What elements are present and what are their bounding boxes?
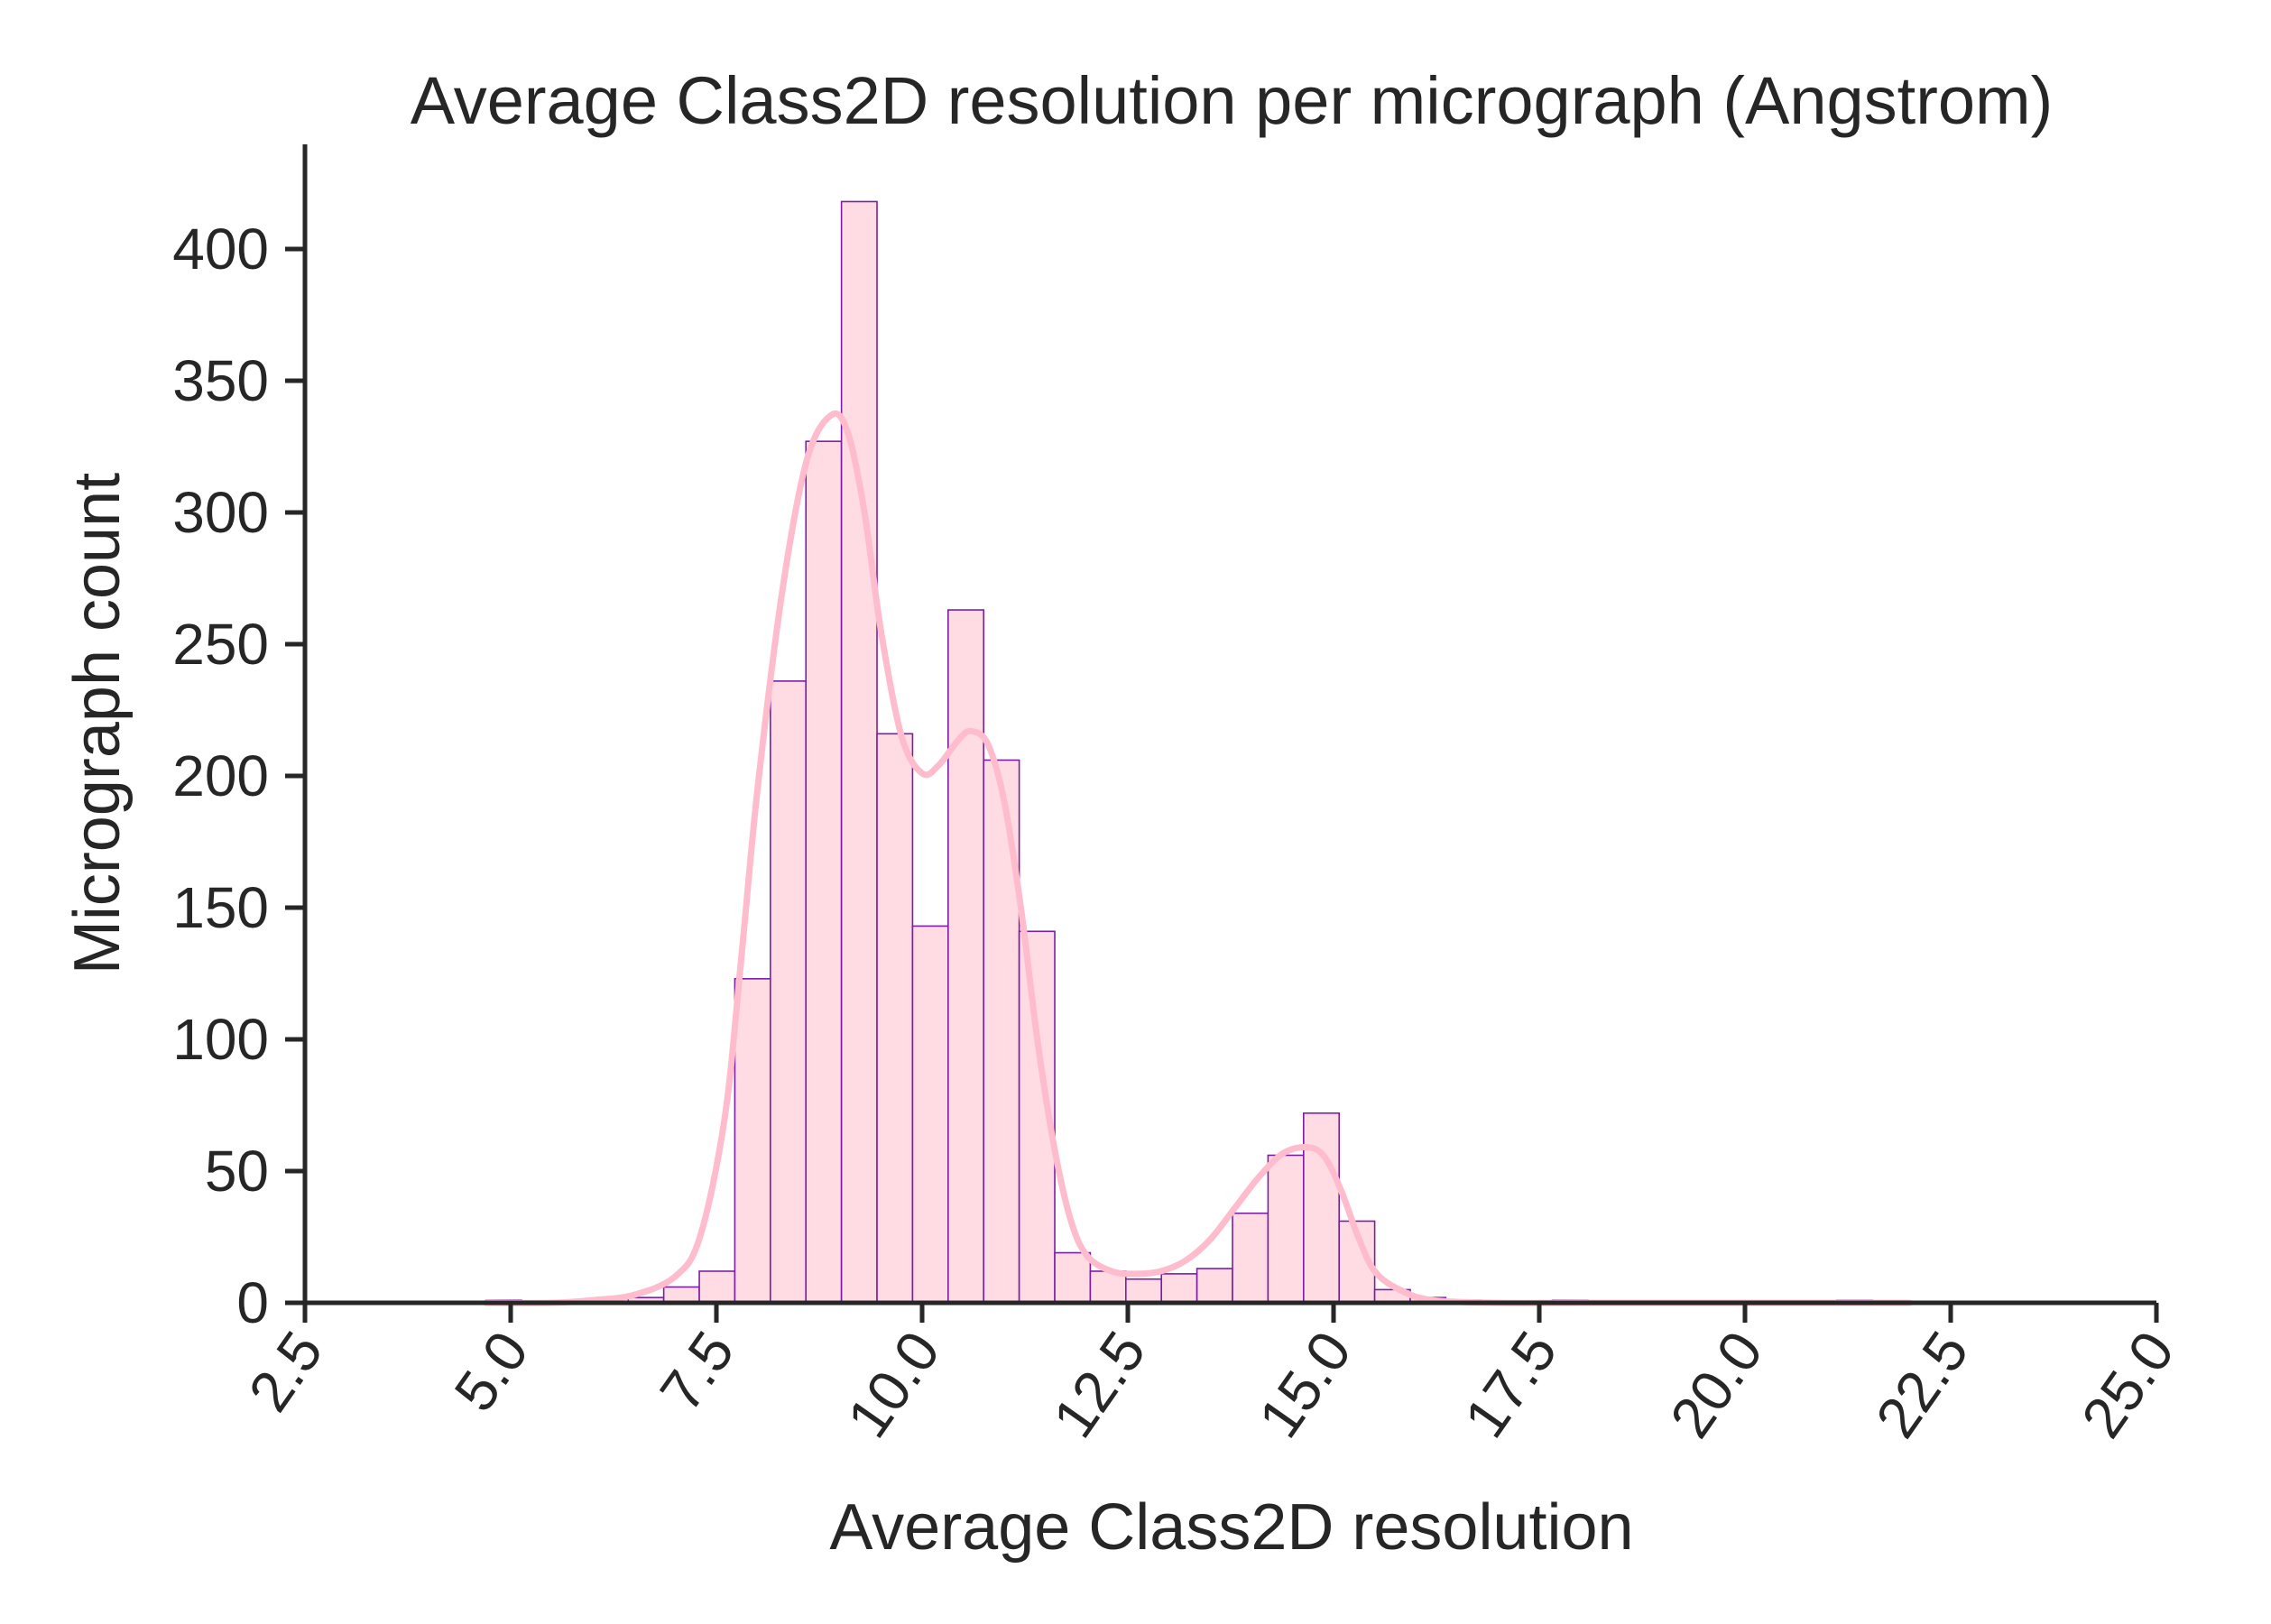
histogram-bar: [947, 609, 985, 1304]
histogram-bar: [1054, 1251, 1092, 1304]
histogram-bar: [698, 1270, 736, 1304]
y-tick-label: 250: [172, 612, 269, 677]
y-tick-label: 150: [172, 875, 269, 940]
histogram-bar: [1303, 1112, 1341, 1304]
chart-title: Average Class2D resolution per micrograp…: [411, 63, 2054, 138]
histogram-bar: [734, 978, 771, 1304]
y-tick-label: 300: [172, 480, 269, 545]
histogram-bar: [662, 1286, 700, 1304]
histogram-bar: [1196, 1268, 1233, 1304]
y-ticks-layer: 0 50 100 150 200 250 300 350 400: [172, 217, 305, 1335]
histogram-bar: [876, 733, 914, 1304]
histogram-bar: [1267, 1154, 1305, 1304]
x-axis-label: Average Class2D resolution: [829, 1491, 1633, 1564]
kde-line: [483, 411, 1913, 1306]
histogram-bar: [770, 680, 808, 1304]
y-tick-label: 400: [172, 217, 269, 281]
y-axis-label: Micrograph count: [61, 473, 134, 974]
histogram-bar: [805, 440, 843, 1304]
y-tick-label: 350: [172, 348, 269, 413]
histogram-bar: [1160, 1273, 1198, 1304]
y-tick-label: 200: [172, 743, 269, 808]
histogram-bar: [1232, 1212, 1269, 1304]
y-tick-label: 100: [172, 1007, 269, 1072]
histogram-bar: [840, 200, 878, 1304]
y-tick-label: 0: [236, 1270, 269, 1335]
histogram-bar: [911, 925, 949, 1304]
y-tick-label: 50: [205, 1139, 269, 1204]
kde-layer: [483, 411, 1913, 1306]
bars-layer: [485, 200, 1873, 1304]
histogram-bar: [1125, 1278, 1163, 1304]
